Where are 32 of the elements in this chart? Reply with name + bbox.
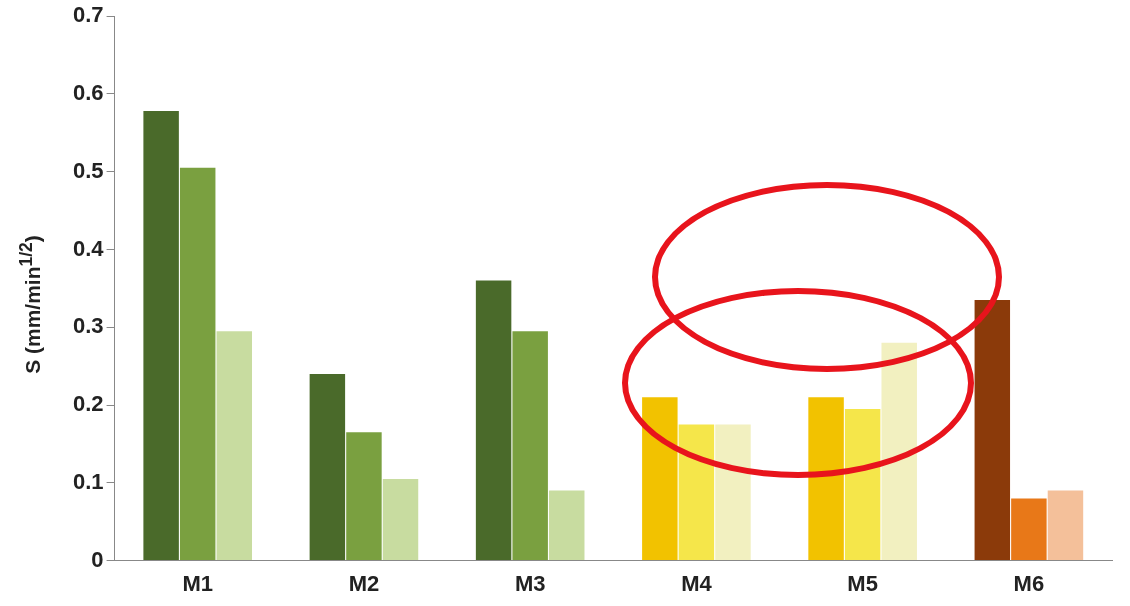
bar: [715, 424, 751, 561]
x-tick-label: M5: [847, 570, 878, 596]
y-tick-label: 0.5: [72, 157, 104, 183]
y-tick-label: 0.7: [72, 2, 104, 28]
bar: [844, 408, 881, 561]
bar: [309, 373, 346, 561]
bar: [382, 478, 419, 561]
bar: [642, 397, 678, 561]
bar: [1011, 498, 1047, 561]
x-tick-label: M6: [1013, 570, 1045, 596]
x-tick-label: M1: [182, 570, 213, 596]
y-tick-label: 0.2: [72, 391, 104, 417]
bar: [881, 342, 917, 561]
bar: [216, 331, 253, 561]
y-tick-label: 0.1: [72, 468, 104, 494]
y-tick-label: 0.6: [72, 80, 104, 106]
bar: [1047, 490, 1084, 561]
bar: [179, 167, 216, 561]
y-tick-label: 0.4: [72, 235, 105, 261]
bar: [475, 280, 512, 561]
bar: [808, 397, 844, 561]
bar: [974, 300, 1011, 561]
x-tick-label: M2: [348, 570, 380, 596]
y-tick-label: 0: [91, 546, 104, 572]
x-tick-label: M3: [514, 570, 546, 596]
x-tick-label: M4: [681, 570, 713, 596]
bar: [678, 424, 715, 561]
bar: [346, 432, 382, 561]
bar: [512, 331, 548, 561]
y-tick-label: 0.3: [72, 313, 104, 339]
bar: [549, 490, 585, 561]
bar: [143, 111, 179, 561]
